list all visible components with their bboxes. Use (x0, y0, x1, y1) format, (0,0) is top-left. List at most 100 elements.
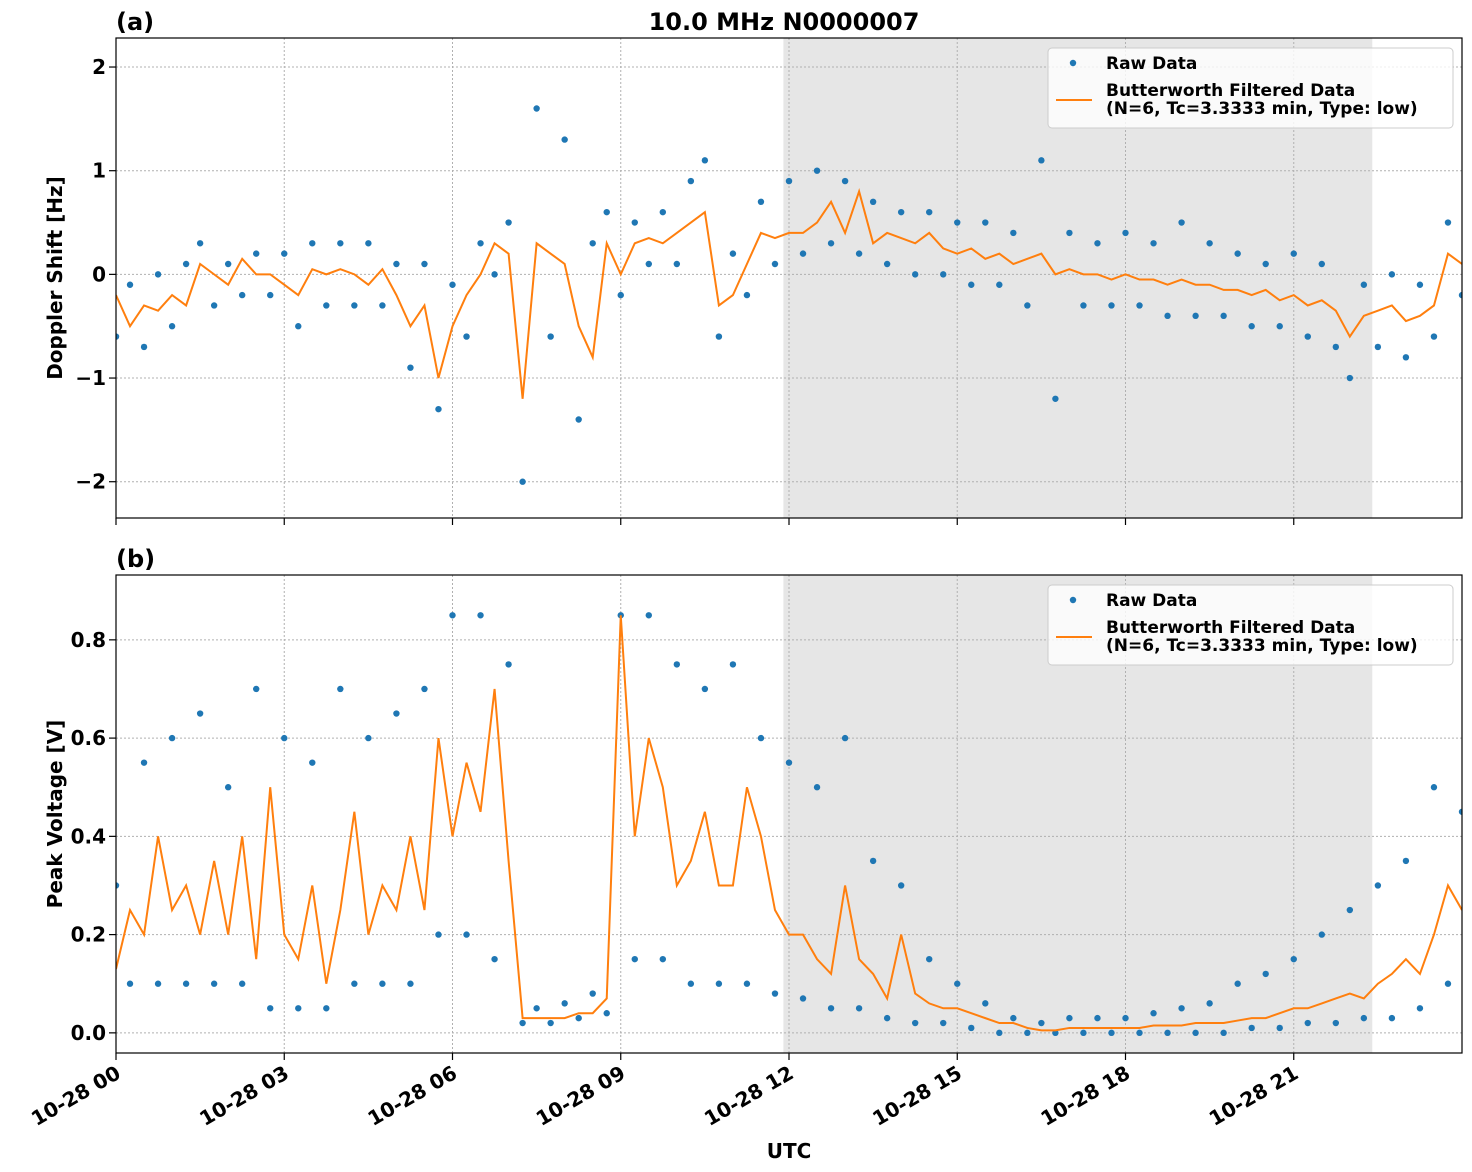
raw-point (210, 980, 218, 987)
raw-point (533, 105, 540, 112)
raw-point (1276, 323, 1283, 330)
x-axis-label: UTC (767, 1139, 812, 1163)
raw-point (940, 271, 947, 278)
raw-point (1290, 955, 1297, 963)
raw-point (365, 240, 372, 247)
raw-point (645, 260, 652, 268)
raw-point (926, 955, 933, 963)
raw-point (1276, 1024, 1283, 1032)
raw-point (1066, 229, 1073, 237)
raw-point (1374, 882, 1382, 889)
raw-point (743, 291, 751, 299)
raw-point (968, 1024, 975, 1032)
raw-point (982, 1000, 989, 1007)
subplot: 10-28 00 10-28 03 10-28 06 10-28 09 10-28 12… (27, 545, 1463, 1163)
raw-point (337, 685, 344, 693)
filtered-line (116, 187, 1462, 399)
raw-point (561, 1000, 568, 1007)
raw-point (827, 240, 835, 247)
raw-point (267, 291, 274, 299)
raw-point (1192, 1029, 1199, 1037)
raw-point (168, 323, 176, 330)
raw-point (309, 240, 316, 247)
raw-point (1178, 1005, 1185, 1012)
legend-box (1047, 584, 1454, 666)
raw-point (1444, 219, 1452, 226)
raw-point (196, 710, 204, 717)
raw-point (351, 980, 358, 987)
raw-point (1444, 980, 1452, 987)
raw-point (729, 661, 737, 668)
raw-point (435, 931, 442, 938)
raw-point (841, 734, 849, 742)
legend-box (1047, 47, 1454, 129)
raw-point (996, 1029, 1003, 1037)
raw-point (519, 1019, 526, 1027)
raw-point (701, 685, 709, 693)
legend-label: Raw Data (1106, 54, 1197, 74)
raw-point (1248, 323, 1255, 330)
raw-point (1304, 1019, 1311, 1027)
raw-point (1136, 1029, 1143, 1037)
raw-point (715, 333, 723, 340)
raw-point (1262, 970, 1269, 978)
raw-point (561, 136, 568, 143)
raw-point (1360, 281, 1368, 288)
raw-point (1010, 229, 1017, 237)
raw-point (435, 405, 442, 413)
y-tick-label: −1 (75, 366, 106, 390)
raw-point (911, 1019, 919, 1027)
raw-point (1416, 281, 1424, 288)
raw-point (1206, 240, 1213, 247)
raw-point (449, 612, 456, 619)
x-tick-label: 10-28 00 (27, 1061, 125, 1131)
raw-point (1304, 333, 1311, 340)
raw-point (1388, 1014, 1396, 1022)
raw-point (575, 416, 582, 423)
raw-point (281, 250, 288, 257)
raw-point (182, 980, 190, 987)
raw-point (799, 250, 807, 257)
raw-point (1248, 1024, 1255, 1032)
raw-point (1388, 271, 1396, 278)
raw-point (1346, 906, 1354, 914)
filtered-line (116, 615, 1462, 1032)
raw-point (982, 219, 989, 226)
raw-point (911, 271, 919, 278)
raw-point (116, 333, 120, 340)
x-tick-label: 10-28 18 (1036, 1061, 1134, 1131)
raw-point (799, 995, 807, 1002)
raw-point (631, 955, 638, 963)
raw-point (1192, 312, 1199, 320)
raw-point (771, 260, 779, 268)
legend: Raw Data Butterworth Filtered Data (N=6, T… (1047, 584, 1454, 666)
raw-point (1220, 1029, 1227, 1037)
raw-point (701, 157, 709, 164)
raw-point (785, 759, 793, 766)
raw-point (1220, 312, 1227, 320)
raw-point (281, 734, 288, 742)
raw-point (645, 612, 652, 619)
raw-point (603, 208, 610, 216)
legend-label: Butterworth Filtered Data (N=6, Tc=3.3333… (1106, 81, 1418, 119)
raw-point (1234, 250, 1241, 257)
y-tick-label: 0.2 (71, 923, 106, 947)
raw-point (771, 990, 779, 997)
raw-point (1332, 343, 1340, 351)
raw-point (996, 281, 1003, 288)
legend-marker (1069, 596, 1077, 604)
raw-point (589, 240, 596, 247)
raw-point (491, 955, 498, 963)
legend: Raw Data Butterworth Filtered Data (N=6, T… (1047, 47, 1454, 129)
raw-point (154, 980, 162, 987)
raw-point (883, 1014, 891, 1022)
raw-point (505, 661, 512, 668)
raw-point (897, 882, 905, 889)
raw-point (210, 302, 218, 309)
raw-point (1206, 1000, 1213, 1007)
raw-point (897, 208, 905, 216)
raw-point (743, 980, 751, 987)
panel-label: (b) (116, 545, 155, 573)
raw-point (449, 281, 456, 288)
raw-point (224, 260, 232, 268)
